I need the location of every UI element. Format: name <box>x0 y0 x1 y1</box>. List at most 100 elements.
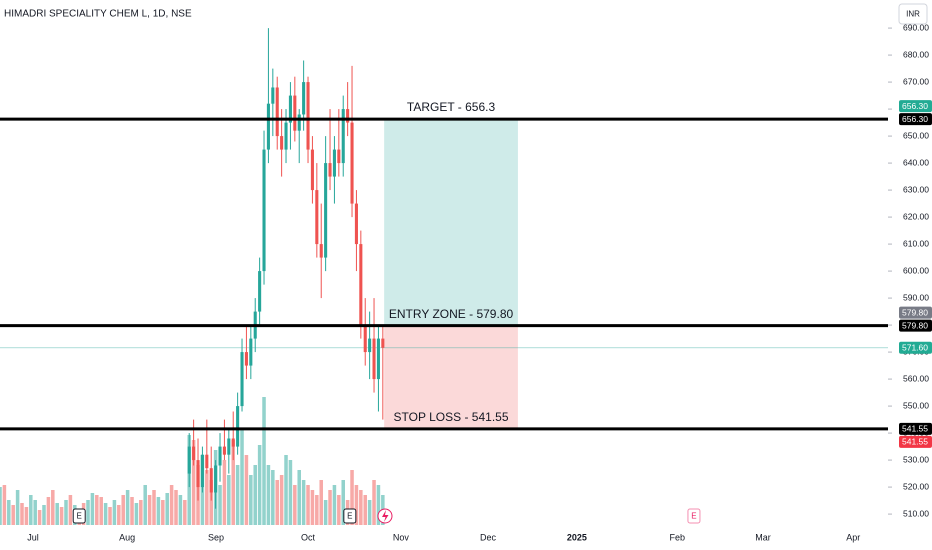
x-tick-label: Sep <box>208 532 224 542</box>
candle-body <box>381 338 385 348</box>
volume-bar <box>218 485 222 525</box>
y-tick-label: 600.00 <box>903 265 929 275</box>
candle-body <box>337 149 341 164</box>
volume-bar <box>227 475 231 525</box>
y-tick-label: 560.00 <box>903 373 929 383</box>
volume-bar <box>59 507 64 525</box>
x-tick-label: 2025 <box>567 532 587 542</box>
volume-bar <box>315 495 319 525</box>
currency-box[interactable] <box>898 3 928 25</box>
volume-bar <box>7 500 11 525</box>
volume-bar <box>249 475 253 525</box>
candle-body <box>341 109 345 164</box>
event-label: E <box>77 512 82 521</box>
candle-body <box>368 338 372 353</box>
volume-bar <box>354 485 359 525</box>
volume-bar <box>275 480 279 525</box>
stop-zone <box>384 325 518 429</box>
x-tick-label: Nov <box>393 532 410 542</box>
volume-bar <box>262 397 266 525</box>
candle-body <box>293 95 297 131</box>
y-tick-label: 610.00 <box>903 238 929 248</box>
volume-bar <box>328 490 332 525</box>
volume-bar <box>152 490 156 525</box>
event-marker <box>72 508 86 524</box>
volume-bar <box>2 485 7 525</box>
candle-body <box>346 109 350 123</box>
volume-bar <box>350 470 354 525</box>
y-tick-label: 630.00 <box>903 184 929 194</box>
volume-bar <box>143 485 147 525</box>
volume-bar <box>90 493 95 525</box>
volume-bar <box>130 497 134 525</box>
volume-bar <box>33 500 37 525</box>
candle-body <box>187 446 191 474</box>
y-tick-label: 520.00 <box>903 481 929 491</box>
volume-bar <box>95 495 99 525</box>
candle-body <box>192 446 196 461</box>
volume-bar <box>125 490 130 525</box>
candle-body <box>310 149 314 191</box>
candle-body <box>209 468 213 493</box>
volume-bar <box>46 497 51 525</box>
volume-bar <box>337 495 341 525</box>
volume-bar <box>372 480 376 525</box>
candle-body <box>262 149 266 272</box>
volume-bar <box>257 445 262 525</box>
volume-bar <box>42 505 46 525</box>
x-tick-label: Feb <box>669 532 685 542</box>
volume-bar <box>51 490 55 525</box>
volume-bar <box>112 500 117 525</box>
candle-body <box>306 82 310 150</box>
price-tag-label: 571.60 <box>902 343 928 353</box>
candle-body <box>205 454 209 469</box>
event-label: E <box>347 512 352 521</box>
candle-body <box>354 203 358 245</box>
candle-body <box>324 163 328 258</box>
volume-bar <box>103 503 108 525</box>
volume-bar <box>0 487 2 525</box>
volume-bar <box>293 485 297 525</box>
volume-bar <box>253 465 257 525</box>
x-tick-label: Jul <box>27 532 39 542</box>
volume-bar <box>310 490 315 525</box>
candle-body <box>236 406 240 447</box>
volume-bar <box>174 490 178 525</box>
volume-bar <box>367 500 372 525</box>
volume-bar <box>244 455 249 525</box>
plot-area: TARGET - 656.3 ENTRY ZONE - 579.80 STOP LO… <box>0 28 888 525</box>
price-tag-label: 579.80 <box>902 307 928 317</box>
candle-body <box>249 338 253 366</box>
candle-body <box>222 446 226 455</box>
candle-body <box>271 87 275 104</box>
price-tag-label: 541.55 <box>902 437 928 447</box>
volume-bar <box>376 485 381 525</box>
y-tick-label: 670.00 <box>903 76 929 86</box>
volume-bar <box>284 455 288 525</box>
volume-bar <box>332 485 337 525</box>
volume-bar <box>24 507 29 525</box>
candle-body <box>200 454 204 488</box>
y-tick-label: 640.00 <box>903 157 929 167</box>
volume-bar <box>99 497 103 525</box>
price-tag <box>899 319 932 332</box>
volume-bar <box>37 510 42 525</box>
volume-bar <box>121 495 125 525</box>
volume-bar <box>323 500 328 525</box>
volume-bar <box>161 500 165 525</box>
x-tick-label: Apr <box>846 532 860 542</box>
y-tick-label: 620.00 <box>903 211 929 221</box>
volume-bar <box>205 470 209 525</box>
volume-bar <box>20 503 24 525</box>
y-tick-label: 530.00 <box>903 454 929 464</box>
volume-bar <box>306 485 310 525</box>
volume-bar <box>279 475 284 525</box>
price-tag-label: 656.30 <box>902 114 928 124</box>
price-tag <box>899 100 932 113</box>
y-tick-label: 590.00 <box>903 292 929 302</box>
price-axis: 510.00520.00530.00540.00550.00560.00570.… <box>888 22 932 518</box>
candle-body <box>359 244 363 326</box>
target-zone <box>384 119 518 326</box>
volume-bar <box>222 460 227 525</box>
